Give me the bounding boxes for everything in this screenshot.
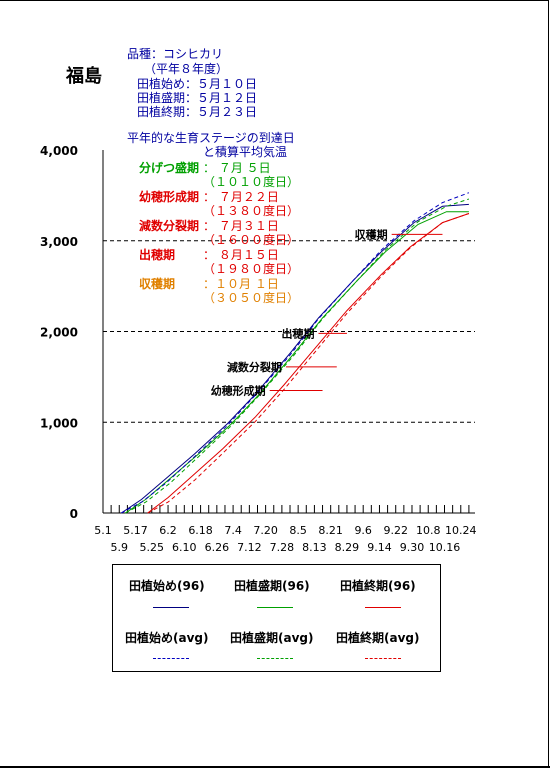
stage-name: 出穂期 xyxy=(139,247,175,262)
series-layer xyxy=(121,192,470,514)
x-tick-label: 6.2 xyxy=(159,524,177,537)
x-tick-label: 9.6 xyxy=(354,524,372,537)
stage-name: 分げつ盛期 xyxy=(139,160,199,175)
x-tick-label: 8.5 xyxy=(289,524,307,537)
region-title: 福島 xyxy=(66,66,102,87)
chart-subtitle: と積算平均気温 xyxy=(203,144,287,159)
series-line-0 xyxy=(121,203,469,514)
year-label: （平年８年度） xyxy=(144,62,229,76)
legend-line-end96 xyxy=(365,607,401,608)
stage-gdd: （１６００度日） xyxy=(203,232,299,247)
stage-date: ： ８月１５日 xyxy=(203,248,279,262)
x-tick-label: 5.17 xyxy=(123,524,148,537)
x-tick-label: 5.9 xyxy=(111,541,129,554)
x-tick-label: 6.10 xyxy=(172,541,197,554)
x-tick-label: 7.4 xyxy=(224,524,242,537)
stage-date: ： ７月２２日 xyxy=(203,190,279,204)
stage-name: 幼穂形成期 xyxy=(139,189,199,204)
x-tick-label: 8.21 xyxy=(318,524,343,537)
stage-gdd: （１０１０度日） xyxy=(203,174,299,189)
plant-end-label: 田植終期：５月２３日 xyxy=(137,105,258,119)
x-tick-label: 10.16 xyxy=(429,541,461,554)
stage-name: 収穫期 xyxy=(139,276,175,291)
stage-table: 分げつ盛期 ： ７月 ５日（１０１０度日） 幼穂形成期 ： ７月２２日（１３８０度日）… xyxy=(139,160,299,305)
x-tick-label: 5.1 xyxy=(94,524,112,537)
stage-marker-layer: 幼穂形成期 減数分裂期 出穂期 収穫期 xyxy=(211,227,443,397)
grid-layer xyxy=(103,240,475,423)
plant-start-label: 田植始め：５月１０日 xyxy=(137,77,258,91)
legend-label-endavg: 田植終期(avg) xyxy=(336,631,420,645)
stage-gdd: （１９８０度日） xyxy=(203,261,299,276)
x-tick-label: 8.13 xyxy=(302,541,327,554)
legend-label-start96: 田植始め(96) xyxy=(129,579,205,593)
legend-line-peakavg xyxy=(257,658,293,659)
x-tick-label: 9.14 xyxy=(367,541,392,554)
legend-line-peak96 xyxy=(257,607,293,608)
stage-gdd: （１３８０度日） xyxy=(203,203,299,218)
chart: 0 1,000 2,000 3,000 4,000 5.1 5.17 6.2 6.18 7.4 7.… xyxy=(40,130,476,554)
variety-label: 品種：コシヒカリ xyxy=(127,47,224,61)
stage-date: ：１０月 １日 xyxy=(203,277,279,291)
stage-date: ： ７月３１日 xyxy=(203,219,279,233)
stage-date: ： ７月 ５日 xyxy=(203,161,271,175)
series-line-1 xyxy=(125,211,469,514)
legend-line-startavg xyxy=(153,658,189,659)
y-tick-label: 3,000 xyxy=(40,235,78,249)
series-line-3 xyxy=(121,192,470,514)
legend: 田植始め(96) 田植盛期(96) 田植終期(96) 田植始め(avg) 田植盛… xyxy=(112,564,441,672)
legend-line-start96 xyxy=(153,607,189,608)
stage-marker-label: 出穂期 xyxy=(281,326,314,340)
legend-label-end96: 田植終期(96) xyxy=(340,579,416,593)
x-tick-label: 7.20 xyxy=(253,524,278,537)
x-tick-label: 7.12 xyxy=(237,541,262,554)
legend-label-peakavg: 田植盛期(avg) xyxy=(230,631,314,645)
x-tick-label: 9.30 xyxy=(400,541,425,554)
axes-layer: 0 1,000 2,000 3,000 4,000 5.1 5.17 6.2 6.18 7.4 7.… xyxy=(40,144,476,554)
series-line-5 xyxy=(147,213,470,514)
plant-peak-label: 田植盛期：５月１２日 xyxy=(137,91,258,105)
y-tick-label: 4,000 xyxy=(40,144,78,158)
series-line-2 xyxy=(147,213,470,514)
legend-line-endavg xyxy=(365,658,401,659)
y-tick-label: 1,000 xyxy=(40,416,78,430)
x-tick-label: 8.29 xyxy=(335,541,360,554)
y-tick-label: 0 xyxy=(70,507,78,521)
x-tick-label: 9.22 xyxy=(383,524,408,537)
series-line-4 xyxy=(125,198,470,514)
legend-label-peak96: 田植盛期(96) xyxy=(234,579,310,593)
stage-name: 減数分裂期 xyxy=(139,218,199,233)
x-tick-label: 5.25 xyxy=(140,541,165,554)
x-tick-label: 10.8 xyxy=(416,524,441,537)
stage-marker-label: 幼穂形成期 xyxy=(211,383,266,397)
stage-marker-label: 減数分裂期 xyxy=(227,360,282,374)
page-bottom-border xyxy=(0,766,550,768)
legend-label-startavg: 田植始め(avg) xyxy=(125,631,209,645)
stage-gdd: （３０５０度日） xyxy=(203,290,299,305)
x-tick-label: 6.18 xyxy=(188,524,213,537)
x-tick-label: 7.28 xyxy=(270,541,295,554)
x-tick-label: 6.26 xyxy=(205,541,230,554)
stage-marker-label: 収穫期 xyxy=(355,227,388,241)
y-tick-label: 2,000 xyxy=(40,326,78,340)
chart-title: 平年的な生育ステージの到達日 xyxy=(127,130,295,145)
x-tick-label: 10.24 xyxy=(445,524,477,537)
